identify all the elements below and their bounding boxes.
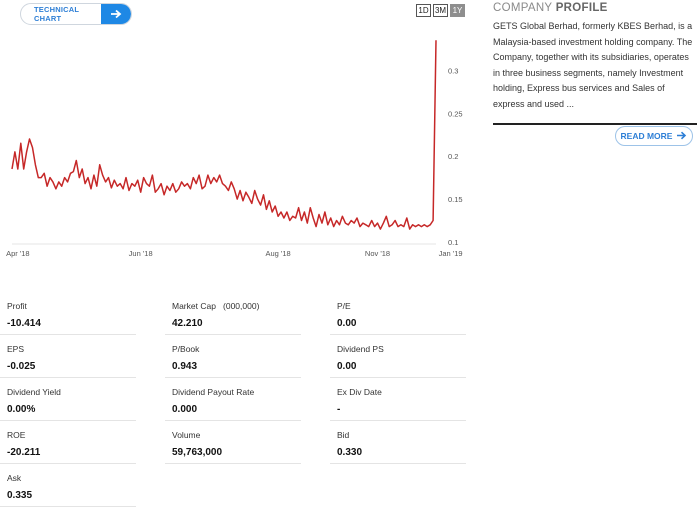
x-tick-label: Jun '18 xyxy=(129,249,153,258)
profile-heading-bold: PROFILE xyxy=(555,2,608,14)
stat-p-book: P/Book 0.943 xyxy=(165,335,301,378)
stat-value: - xyxy=(337,404,341,415)
y-tick-label: 0.2 xyxy=(448,152,458,161)
price-series-line xyxy=(11,40,437,230)
technical-chart-button[interactable]: TECHNICAL CHART xyxy=(20,3,132,25)
stat-label: EPS xyxy=(7,344,25,354)
profile-heading-light: COMPANY xyxy=(493,2,553,14)
stat-bid: Bid 0.330 xyxy=(330,421,466,464)
company-profile: COMPANY PROFILE GETS Global Berhad, form… xyxy=(493,2,698,146)
arrow-right-icon xyxy=(101,4,131,24)
profile-description: GETS Global Berhad, formerly KBES Berhad… xyxy=(493,21,693,109)
range-tab-3m[interactable]: 3M xyxy=(433,4,448,17)
stat-label: Ask xyxy=(7,473,22,483)
read-more-label: READ MORE xyxy=(620,131,673,141)
stat-volume: Volume 59,763,000 xyxy=(165,421,301,464)
stat-eps: EPS -0.025 xyxy=(0,335,136,378)
price-chart: 0.1 0.15 0.2 0.25 0.3 Apr '18 Jun '18 Aug '18 No… xyxy=(6,40,463,258)
x-tick-label: Aug '18 xyxy=(265,249,290,258)
stat-ask: Ask 0.335 xyxy=(0,464,136,507)
stat-label: Ex Div Date xyxy=(337,387,382,397)
stat-label: Profit xyxy=(7,301,27,311)
profile-heading: COMPANY PROFILE xyxy=(493,2,698,14)
stat-value: -20.211 xyxy=(7,447,41,458)
stat-value: 0.00 xyxy=(337,361,357,372)
range-tab-1y[interactable]: 1Y xyxy=(450,4,465,17)
profile-divider xyxy=(493,122,697,125)
stat-market-cap: Market Cap (000,000) 42.210 xyxy=(165,292,301,335)
stat-value: 0.330 xyxy=(337,447,363,458)
y-tick-label: 0.25 xyxy=(448,109,463,118)
stat-dividend-payout-rate: Dividend Payout Rate 0.000 xyxy=(165,378,301,421)
arrow-right-icon xyxy=(676,131,687,142)
stat-value: 0.000 xyxy=(172,404,198,415)
technical-chart-label: TECHNICAL CHART xyxy=(34,5,79,23)
stat-label: ROE xyxy=(7,430,26,440)
stat-label: P/E xyxy=(337,301,351,311)
stat-profit: Profit -10.414 xyxy=(0,292,136,335)
stat-label: Market Cap (000,000) xyxy=(172,301,260,311)
stat-label: Dividend PS xyxy=(337,344,384,354)
stat-label: Dividend Yield xyxy=(7,387,61,397)
stat-value: 0.00 xyxy=(337,318,357,329)
stat-dividend-ps: Dividend PS 0.00 xyxy=(330,335,466,378)
y-tick-label: 0.15 xyxy=(448,195,463,204)
stat-label: Bid xyxy=(337,430,350,440)
stat-value: 59,763,000 xyxy=(172,447,223,458)
stat-pe: P/E 0.00 xyxy=(330,292,466,335)
stat-label: Dividend Payout Rate xyxy=(172,387,255,397)
stat-ex-div-date: Ex Div Date - xyxy=(330,378,466,421)
stat-value: 0.335 xyxy=(7,490,33,501)
x-tick-label: Nov '18 xyxy=(365,249,390,258)
x-tick-label: Apr '18 xyxy=(6,249,30,258)
range-tabs: 1D 3M 1Y xyxy=(416,4,465,17)
stat-value: -0.025 xyxy=(7,361,36,372)
stat-value: -10.414 xyxy=(7,318,41,329)
read-more-button[interactable]: READ MORE xyxy=(615,126,693,146)
stat-value: 0.943 xyxy=(172,361,198,372)
stat-label: P/Book xyxy=(172,344,200,354)
y-tick-label: 0.1 xyxy=(448,238,458,247)
y-tick-label: 0.3 xyxy=(448,66,458,75)
stat-dividend-yield: Dividend Yield 0.00% xyxy=(0,378,136,421)
stat-label: Volume xyxy=(172,430,201,440)
stat-value: 0.00% xyxy=(7,404,36,415)
stat-value: 42.210 xyxy=(172,318,203,329)
range-tab-1d[interactable]: 1D xyxy=(416,4,431,17)
stat-roe: ROE -20.211 xyxy=(0,421,136,464)
x-tick-label: Jan '19 xyxy=(439,249,463,258)
